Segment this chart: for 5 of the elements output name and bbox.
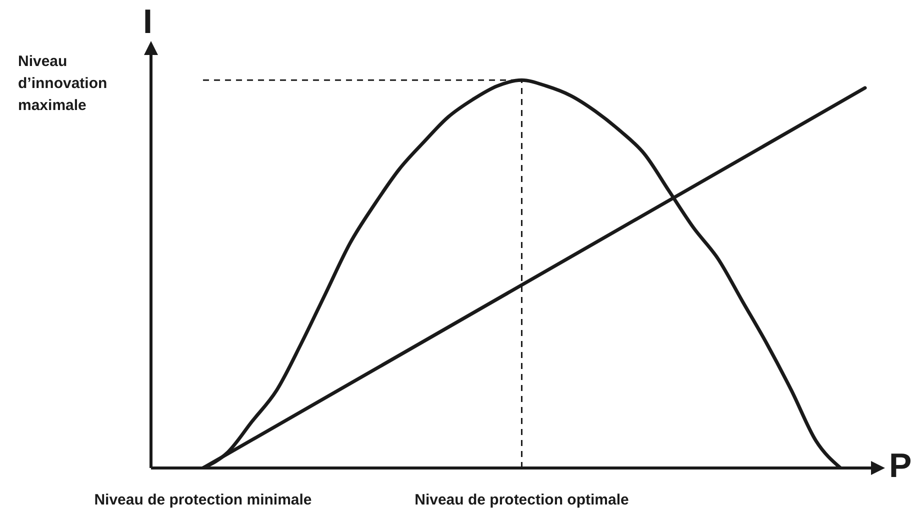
y-axis-title: I bbox=[143, 3, 152, 42]
x-axis-title: P bbox=[889, 447, 912, 486]
x-tick-label: Niveau de protection optimale bbox=[414, 492, 629, 509]
x-tick-label: Niveau de protection minimale bbox=[94, 492, 312, 509]
ref-line-label: Niveau d’innovation maximale bbox=[18, 53, 108, 114]
